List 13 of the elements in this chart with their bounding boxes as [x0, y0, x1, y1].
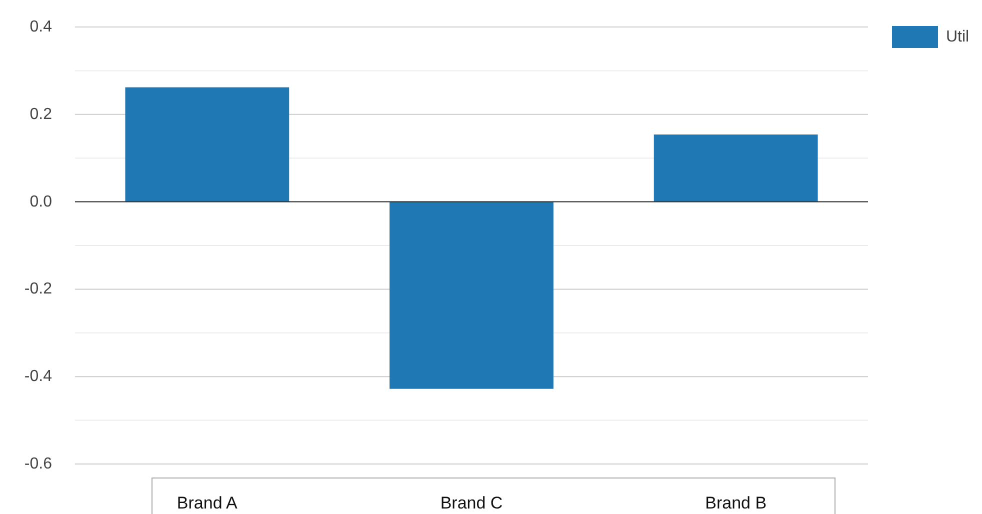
y-tick-label: 0.2: [30, 106, 52, 123]
y-tick-label: 0.0: [30, 193, 52, 210]
y-tick-label: -0.2: [24, 280, 52, 298]
x-tick-label: Brand A: [176, 494, 238, 512]
bar: [654, 134, 818, 202]
x-tick-label: Brand C: [440, 494, 503, 512]
y-tick-label: -0.4: [24, 368, 52, 386]
bar: [125, 87, 290, 202]
y-tick-label: -0.6: [24, 456, 52, 472]
x-tick-label: Brand B: [705, 494, 767, 512]
legend-label: Util: [946, 28, 970, 46]
y-tick-label: 0.4: [30, 18, 52, 36]
bar: [390, 202, 554, 389]
